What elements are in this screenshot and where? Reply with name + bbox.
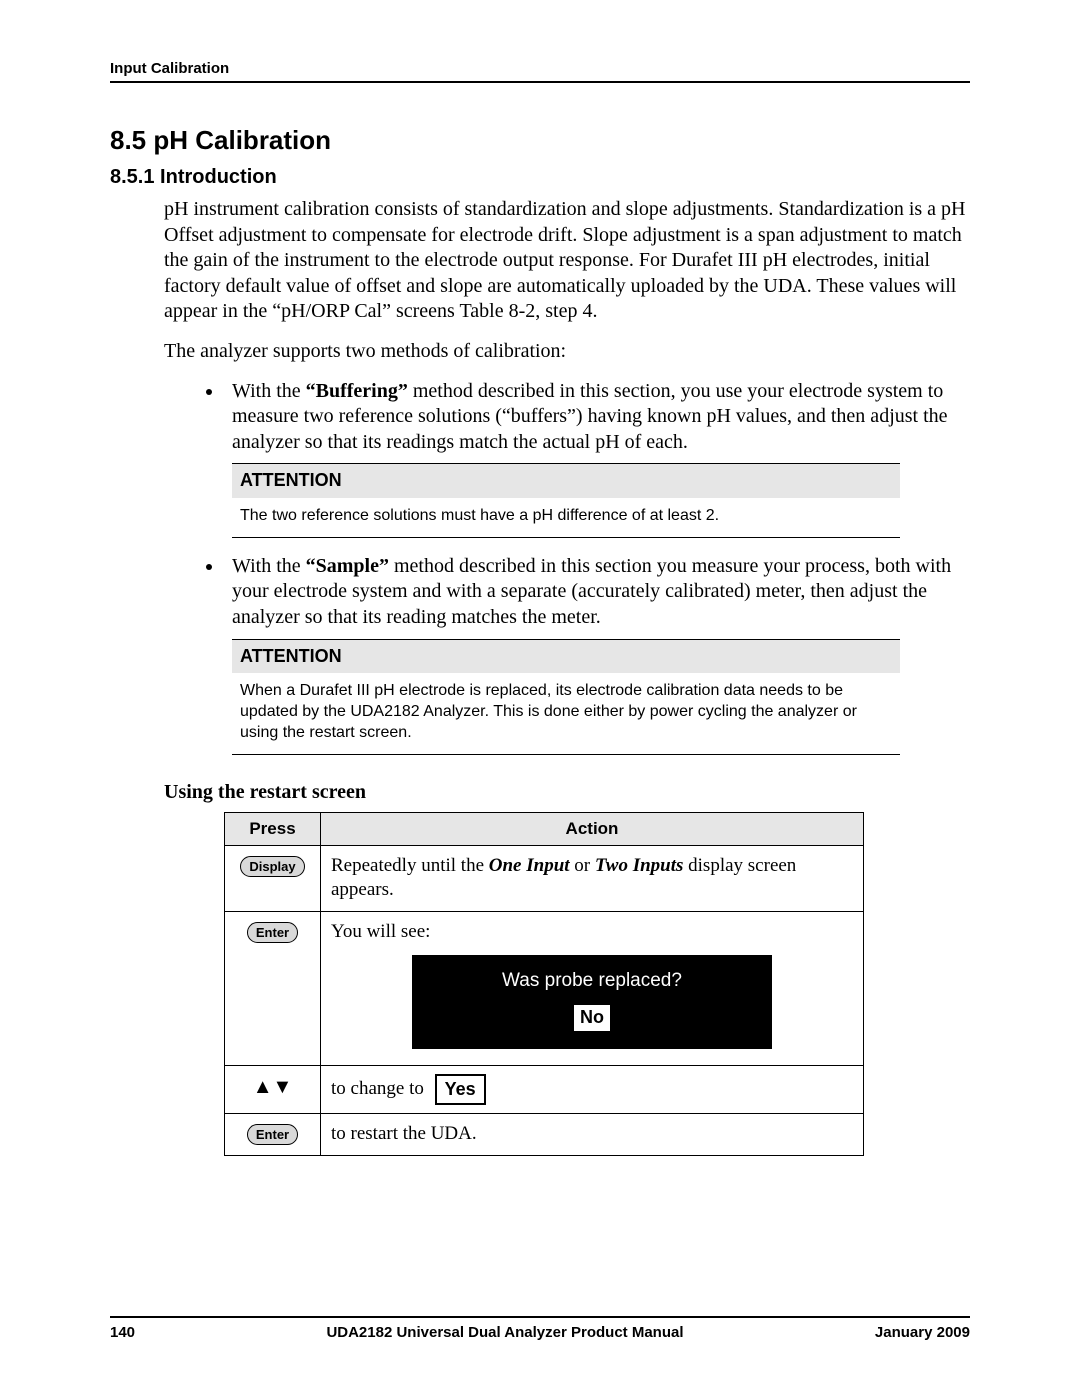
table-row: Display Repeatedly until the One Input o… bbox=[225, 845, 864, 911]
enter-key-icon: Enter bbox=[247, 1124, 298, 1145]
col-action: Action bbox=[321, 812, 864, 845]
yes-box: Yes bbox=[435, 1074, 486, 1105]
press-cell: ▲▼ bbox=[225, 1065, 321, 1113]
display-key-icon: Display bbox=[240, 856, 304, 877]
bullet-pre: With the bbox=[232, 555, 306, 577]
action-text: to restart the UDA. bbox=[331, 1123, 477, 1144]
enter-key-icon: Enter bbox=[247, 922, 298, 943]
attention-box: ATTENTION The two reference solutions mu… bbox=[232, 463, 900, 537]
press-cell: Display bbox=[225, 845, 321, 911]
action-cell: to restart the UDA. bbox=[321, 1114, 864, 1156]
attention-title-row: ATTENTION bbox=[232, 640, 900, 674]
action-cell: Repeatedly until the One Input or Two In… bbox=[321, 845, 864, 911]
page-footer: 140 UDA2182 Universal Dual Analyzer Prod… bbox=[110, 1316, 970, 1341]
attention-title-row: ATTENTION bbox=[232, 464, 900, 498]
attention-label: ATTENTION bbox=[240, 470, 342, 490]
emph: One Input bbox=[489, 855, 570, 876]
body-block: pH instrument calibration consists of st… bbox=[164, 197, 970, 365]
press-cell: Enter bbox=[225, 911, 321, 1065]
rule bbox=[232, 537, 900, 538]
footer-title: UDA2182 Universal Dual Analyzer Product … bbox=[326, 1324, 683, 1341]
up-down-arrows-icon: ▲▼ bbox=[253, 1076, 293, 1098]
action-text: Repeatedly until the bbox=[331, 855, 489, 876]
attention-label: ATTENTION bbox=[240, 646, 342, 666]
bullet-bold: “Sample” bbox=[306, 555, 389, 577]
press-cell: Enter bbox=[225, 1114, 321, 1156]
list-item: With the “Buffering” method described in… bbox=[224, 379, 970, 538]
attention-box: ATTENTION When a Durafet III pH electrod… bbox=[232, 639, 900, 755]
action-cell: You will see: Was probe replaced? No bbox=[321, 911, 864, 1065]
table-row: ▲▼ to change to Yes bbox=[225, 1065, 864, 1113]
rule bbox=[232, 754, 900, 755]
table-header-row: Press Action bbox=[225, 812, 864, 845]
attention-body: When a Durafet III pH electrode is repla… bbox=[232, 673, 900, 753]
methods-list: With the “Buffering” method described in… bbox=[164, 379, 970, 755]
emph: Two Inputs bbox=[595, 855, 684, 876]
page-number: 140 bbox=[110, 1324, 135, 1341]
table-row: Enter You will see: Was probe replaced? … bbox=[225, 911, 864, 1065]
screen-question: Was probe replaced? bbox=[422, 969, 762, 994]
steps-table: Press Action Display Repeatedly until th… bbox=[224, 812, 864, 1156]
methods-paragraph: The analyzer supports two methods of cal… bbox=[164, 339, 970, 365]
action-text: to change to bbox=[331, 1078, 424, 1099]
running-header: Input Calibration bbox=[110, 60, 970, 83]
bullet-bold: “Buffering” bbox=[306, 380, 408, 402]
action-cell: to change to Yes bbox=[321, 1065, 864, 1113]
list-item: With the “Sample” method described in th… bbox=[224, 554, 970, 755]
procedure-subhead: Using the restart screen bbox=[164, 781, 970, 804]
page: Input Calibration 8.5 pH Calibration 8.5… bbox=[0, 0, 1080, 1156]
screen-answer: No bbox=[572, 1003, 612, 1032]
bullet-pre: With the bbox=[232, 380, 306, 402]
section-heading: 8.5 pH Calibration bbox=[110, 125, 970, 156]
footer-date: January 2009 bbox=[875, 1324, 970, 1341]
attention-body: The two reference solutions must have a … bbox=[232, 498, 900, 537]
col-press: Press bbox=[225, 812, 321, 845]
action-text: or bbox=[570, 855, 595, 876]
intro-paragraph: pH instrument calibration consists of st… bbox=[164, 197, 970, 325]
subsection-heading: 8.5.1 Introduction bbox=[110, 166, 970, 189]
table-row: Enter to restart the UDA. bbox=[225, 1114, 864, 1156]
lcd-screen: Was probe replaced? No bbox=[412, 955, 772, 1049]
action-text: You will see: bbox=[331, 921, 430, 942]
